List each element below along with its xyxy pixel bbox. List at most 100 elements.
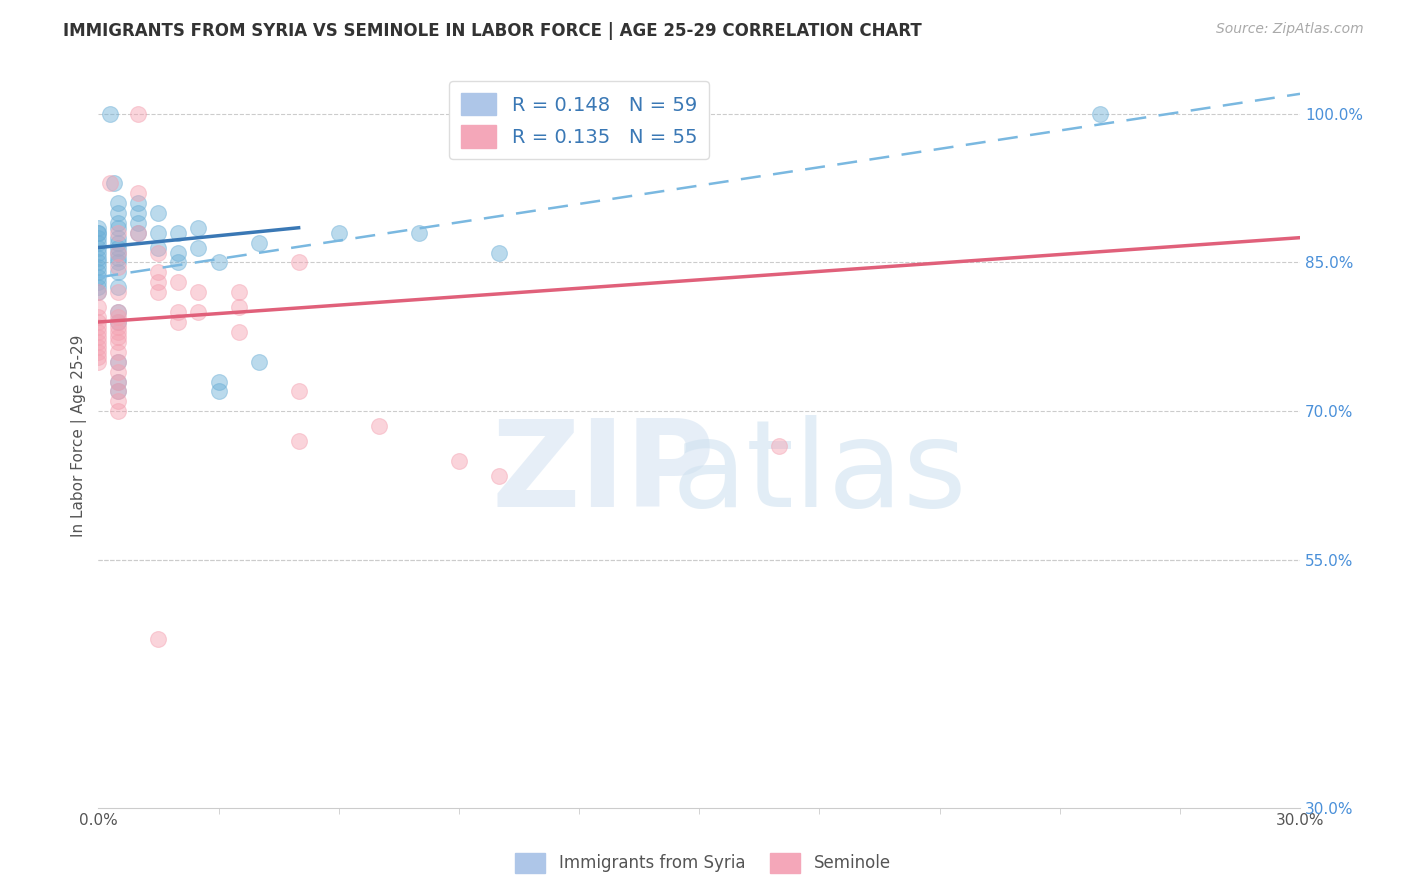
Point	[167, 245, 190, 260]
Point	[488, 245, 510, 260]
Point	[107, 251, 129, 265]
Point	[127, 216, 149, 230]
Point	[127, 186, 149, 200]
Point	[107, 325, 129, 339]
Point	[107, 375, 129, 389]
Point	[228, 285, 250, 300]
Point	[287, 384, 309, 399]
Point	[167, 315, 190, 329]
Point	[107, 384, 129, 399]
Legend: R = 0.148   N = 59, R = 0.135   N = 55: R = 0.148 N = 59, R = 0.135 N = 55	[450, 81, 709, 159]
Point	[187, 285, 209, 300]
Point	[488, 468, 510, 483]
Point	[87, 251, 110, 265]
Point	[107, 310, 129, 324]
Point	[127, 206, 149, 220]
Text: ZIP: ZIP	[491, 415, 714, 532]
Point	[87, 310, 110, 324]
Point	[107, 216, 129, 230]
Point	[768, 439, 790, 453]
Point	[107, 354, 129, 368]
Point	[107, 375, 129, 389]
Point	[107, 245, 129, 260]
Point	[107, 241, 129, 255]
Point	[408, 226, 430, 240]
Point	[207, 375, 229, 389]
Point	[107, 404, 129, 418]
Point	[87, 320, 110, 334]
Point	[87, 226, 110, 240]
Point	[87, 255, 110, 269]
Point	[247, 354, 270, 368]
Point	[87, 344, 110, 359]
Point	[107, 394, 129, 409]
Point	[87, 285, 110, 300]
Point	[87, 280, 110, 294]
Point	[107, 354, 129, 368]
Point	[148, 285, 170, 300]
Point	[107, 315, 129, 329]
Point	[107, 334, 129, 349]
Point	[228, 325, 250, 339]
Point	[107, 305, 129, 319]
Point	[187, 305, 209, 319]
Legend: Immigrants from Syria, Seminole: Immigrants from Syria, Seminole	[509, 847, 897, 880]
Point	[87, 350, 110, 364]
Point	[127, 106, 149, 120]
Point	[87, 300, 110, 314]
Point	[148, 245, 170, 260]
Point	[328, 226, 350, 240]
Point	[127, 226, 149, 240]
Point	[107, 235, 129, 250]
Point	[107, 320, 129, 334]
Point	[187, 220, 209, 235]
Point	[167, 255, 190, 269]
Point	[107, 265, 129, 279]
Text: IMMIGRANTS FROM SYRIA VS SEMINOLE IN LABOR FORCE | AGE 25-29 CORRELATION CHART: IMMIGRANTS FROM SYRIA VS SEMINOLE IN LAB…	[63, 22, 922, 40]
Point	[287, 434, 309, 448]
Point	[87, 260, 110, 275]
Point	[207, 255, 229, 269]
Point	[167, 275, 190, 289]
Point	[148, 265, 170, 279]
Point	[87, 235, 110, 250]
Point	[167, 226, 190, 240]
Point	[148, 241, 170, 255]
Point	[107, 230, 129, 244]
Point	[107, 384, 129, 399]
Point	[87, 241, 110, 255]
Point	[107, 255, 129, 269]
Point	[87, 325, 110, 339]
Point	[107, 305, 129, 319]
Text: Source: ZipAtlas.com: Source: ZipAtlas.com	[1216, 22, 1364, 37]
Point	[87, 330, 110, 344]
Point	[87, 354, 110, 368]
Text: atlas: atlas	[672, 415, 967, 532]
Point	[87, 265, 110, 279]
Point	[107, 285, 129, 300]
Point	[87, 315, 110, 329]
Point	[87, 285, 110, 300]
Point	[167, 305, 190, 319]
Point	[107, 365, 129, 379]
Point	[87, 275, 110, 289]
Point	[1088, 106, 1111, 120]
Point	[107, 245, 129, 260]
Point	[87, 334, 110, 349]
Point	[87, 220, 110, 235]
Point	[228, 300, 250, 314]
Y-axis label: In Labor Force | Age 25-29: In Labor Force | Age 25-29	[72, 334, 87, 537]
Point	[87, 230, 110, 244]
Point	[247, 235, 270, 250]
Point	[107, 226, 129, 240]
Point	[98, 176, 121, 190]
Point	[207, 384, 229, 399]
Point	[287, 255, 309, 269]
Point	[127, 226, 149, 240]
Point	[87, 340, 110, 354]
Point	[107, 280, 129, 294]
Point	[87, 270, 110, 285]
Point	[103, 176, 125, 190]
Point	[107, 220, 129, 235]
Point	[107, 330, 129, 344]
